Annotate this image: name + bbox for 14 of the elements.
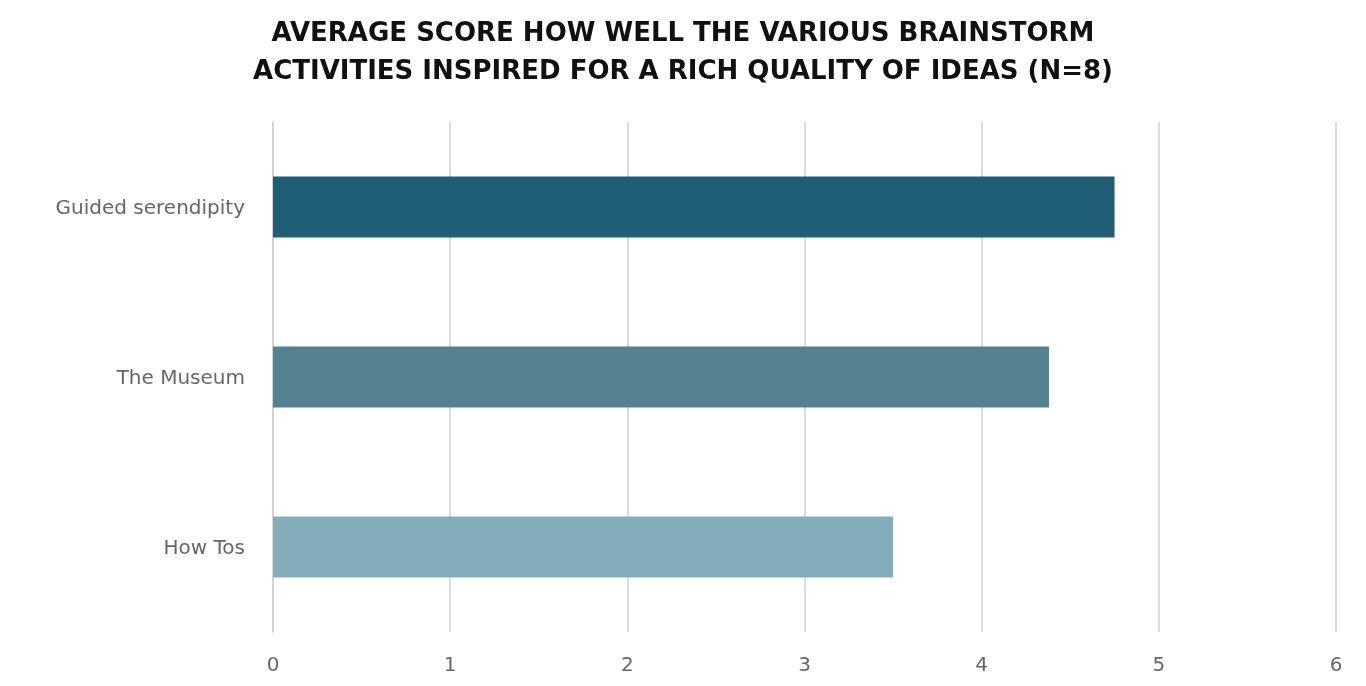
bar xyxy=(273,516,894,578)
chart-title: AVERAGE SCORE HOW WELL THE VARIOUS BRAINSTORM ACTIVITIES INSPIRED FOR A RICH QUALITY OF IDEAS (N=8) xyxy=(253,17,1113,85)
bar xyxy=(273,346,1049,408)
x-tick-label: 5 xyxy=(1152,652,1166,676)
x-tick-label: 6 xyxy=(1329,652,1343,676)
x-tick-label: 1 xyxy=(443,652,457,676)
x-tick-label: 3 xyxy=(798,652,811,676)
y-tick-label: How Tos xyxy=(163,535,245,559)
x-tick-label: 2 xyxy=(620,652,634,676)
x-tick-label: 4 xyxy=(975,652,989,676)
bar xyxy=(273,176,1115,238)
x-tick-label: 0 xyxy=(266,652,280,676)
y-tick-label: Guided serendipity xyxy=(55,195,246,219)
y-tick-label: The Museum xyxy=(115,365,245,389)
